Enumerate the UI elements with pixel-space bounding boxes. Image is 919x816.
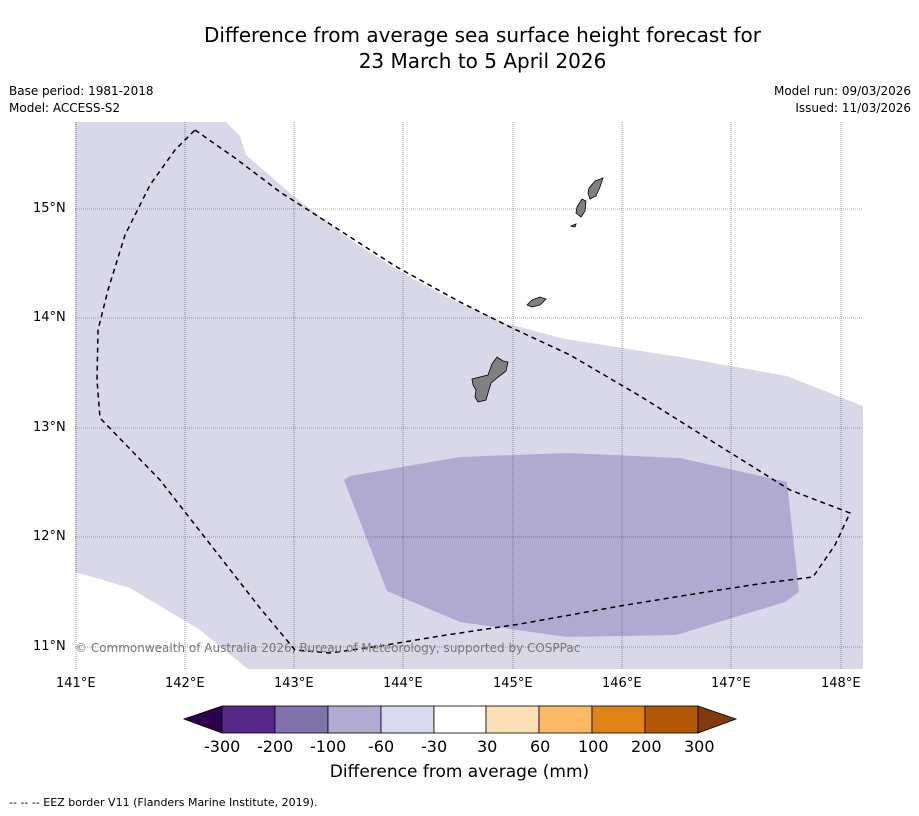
title-line-2: 23 March to 5 April 2026 bbox=[358, 49, 607, 73]
model-text: Model: ACCESS-S2 bbox=[9, 101, 121, 115]
graticule bbox=[75, 122, 863, 669]
meta-right: Model run: 09/03/2026 Issued: 11/03/2026 bbox=[774, 83, 911, 117]
base-period-text: Base period: 1981-2018 bbox=[9, 84, 154, 98]
colorbar-tick: -200 bbox=[257, 737, 294, 756]
lon-label-145e: 145°E bbox=[493, 676, 533, 691]
eez-border bbox=[96, 129, 852, 654]
lon-label-144e: 144°E bbox=[383, 676, 423, 691]
colorbar-seg-4 bbox=[380, 705, 435, 734]
eez-footnote: -- -- -- EEZ border V11 (Flanders Marine… bbox=[9, 796, 318, 809]
island-rota bbox=[526, 296, 547, 308]
colorbar-tick: -100 bbox=[310, 737, 347, 756]
colorbar-seg-5 bbox=[433, 705, 487, 734]
colorbar-seg-9 bbox=[644, 705, 699, 734]
colorbar-tick: 60 bbox=[530, 737, 551, 756]
colorbar-tick: -300 bbox=[204, 737, 241, 756]
colorbar-title: Difference from average (mm) bbox=[329, 762, 590, 782]
lat-label-15n: 15°N bbox=[33, 201, 66, 216]
colorbar-extend-low bbox=[182, 705, 223, 734]
map-title: Difference from average sea surface heig… bbox=[0, 22, 919, 74]
colorbar-seg-8 bbox=[591, 705, 646, 734]
colorbar-seg-1 bbox=[221, 705, 276, 734]
lat-label-12n: 12°N bbox=[33, 529, 66, 544]
colorbar-tick: 300 bbox=[684, 737, 715, 756]
island-saipan bbox=[587, 177, 604, 200]
lon-label-141e: 141°E bbox=[56, 676, 96, 691]
colorbar-tick: 100 bbox=[578, 737, 609, 756]
map-area bbox=[75, 122, 863, 669]
colorbar-seg-6 bbox=[485, 705, 540, 734]
colorbar bbox=[182, 705, 738, 734]
lat-label-13n: 13°N bbox=[33, 420, 66, 435]
issued-text: Issued: 11/03/2026 bbox=[795, 101, 911, 115]
lon-label-142e: 142°E bbox=[165, 676, 205, 691]
colorbar-tick: -30 bbox=[421, 737, 448, 756]
model-run-text: Model run: 09/03/2026 bbox=[773, 84, 911, 98]
colorbar-seg-3 bbox=[327, 705, 382, 734]
lat-label-11n: 11°N bbox=[33, 639, 66, 654]
island-aguijan bbox=[569, 223, 577, 228]
meta-left: Base period: 1981-2018 Model: ACCESS-S2 bbox=[9, 83, 154, 117]
lon-label-147e: 147°E bbox=[711, 676, 751, 691]
lon-label-146e: 146°E bbox=[602, 676, 642, 691]
colorbar-tick: 200 bbox=[631, 737, 662, 756]
lon-label-143e: 143°E bbox=[274, 676, 314, 691]
land bbox=[471, 177, 604, 403]
title-line-1: Difference from average sea surface heig… bbox=[203, 23, 762, 47]
colorbar-tick: 30 bbox=[477, 737, 498, 756]
anomaly-band-medium bbox=[344, 453, 799, 637]
copyright-text: © Commonwealth of Australia 2026, Bureau… bbox=[75, 641, 581, 655]
colorbar-extend-high bbox=[697, 705, 738, 734]
colorbar-seg-7 bbox=[538, 705, 593, 734]
lat-label-14n: 14°N bbox=[33, 310, 66, 325]
island-guam bbox=[471, 356, 509, 403]
colorbar-tick: -60 bbox=[368, 737, 395, 756]
colorbar-seg-2 bbox=[274, 705, 329, 734]
lon-label-148e: 148°E bbox=[821, 676, 861, 691]
island-tinian bbox=[575, 198, 587, 218]
